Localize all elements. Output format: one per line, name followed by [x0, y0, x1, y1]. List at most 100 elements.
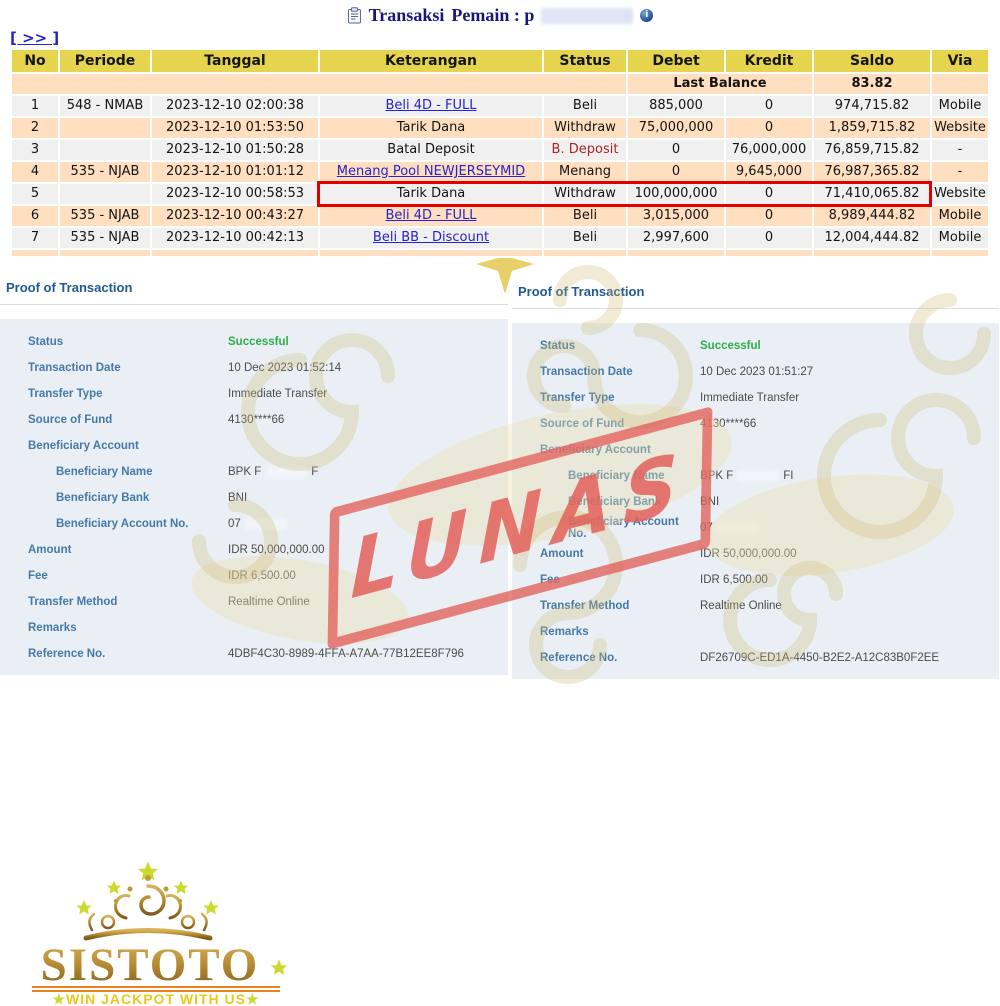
proof-details-box: Status Successful Transaction Date 10 Dec 2…	[0, 319, 508, 675]
cell-periode	[60, 118, 150, 138]
cell-tanggal: 2023-12-10 00:42:13	[152, 228, 318, 248]
proof-field-value: 10 Dec 2023 01:51:27	[700, 366, 814, 378]
table-footer-filler-row	[12, 250, 988, 256]
last-balance-row: Last Balance 83.82	[12, 74, 988, 94]
cell-kredit: 0	[726, 184, 812, 204]
proof-field: Reference No. DF26709C-ED1A-4450-B2E2-A12…	[512, 645, 999, 671]
proof-field: Fee IDR 6,500.00	[0, 563, 508, 589]
cell-no: 5	[12, 184, 58, 204]
cell-status: Menang	[544, 162, 626, 182]
cell-no: 2	[12, 118, 58, 138]
proof-field-value: DF26709C-ED1A-4450-B2E2-A12C83B0F2EE	[700, 652, 940, 664]
cell-tanggal: 2023-12-10 01:50:28	[152, 140, 318, 160]
cell-keterangan: Batal Deposit	[320, 140, 542, 160]
table-row: 5 2023-12-10 00:58:53 Tarik Dana Withdraw 10…	[12, 184, 988, 204]
filler-cell	[628, 250, 724, 256]
proof-field-label: Amount	[540, 548, 584, 560]
proof-title: Proof of Transaction	[6, 280, 133, 295]
proof-field: Amount IDR 50,000,000.00	[0, 537, 508, 563]
cell-kredit: 0	[726, 96, 812, 116]
cell-saldo: 12,004,444.82	[814, 228, 930, 248]
proof-field: Beneficiary Account	[0, 433, 508, 459]
proof-field-value: Realtime Online	[228, 596, 310, 608]
column-header: Debet	[628, 50, 724, 72]
proof-field: Remarks	[512, 619, 999, 645]
proof-field: Beneficiary Bank BNI	[512, 489, 999, 515]
proof-field: Fee IDR 6,500.00	[512, 567, 999, 593]
proof-field-label: Status	[28, 336, 64, 348]
proof-field-label: Amount	[28, 544, 72, 556]
proof-field: Status Successful	[0, 329, 508, 355]
keterangan-link[interactable]: Beli 4D - FULL	[385, 208, 477, 223]
cell-via: Mobile	[932, 96, 988, 116]
cell-status: Beli	[544, 206, 626, 226]
proof-field-value: BPK F FI	[700, 469, 794, 483]
cell-saldo: 76,859,715.82	[814, 140, 930, 160]
cell-keterangan: Beli 4D - FULL	[320, 96, 542, 116]
cell-saldo: 71,410,065.82	[814, 184, 930, 204]
info-icon[interactable]: i	[640, 9, 654, 22]
proof-field-label: Status	[540, 340, 576, 352]
proof-field-label: Transfer Type	[28, 388, 103, 400]
keterangan-link[interactable]: Beli BB - Discount	[372, 230, 490, 245]
redacted-player-name	[541, 7, 634, 24]
proof-field: Source of Fund 4130****66	[0, 407, 508, 433]
proof-field-label: Beneficiary Bank	[568, 496, 662, 508]
column-header: Status	[544, 50, 626, 72]
cell-no: 6	[12, 206, 58, 226]
cell-debet: 0	[628, 140, 724, 160]
proof-title: Proof of Transaction	[518, 284, 645, 299]
table-row: 3 2023-12-10 01:50:28 Batal Deposit B. Depo…	[12, 140, 988, 160]
cell-via: Website	[932, 184, 988, 204]
cell-tanggal: 2023-12-10 00:58:53	[152, 184, 318, 204]
cell-keterangan: Beli 4D - FULL	[320, 206, 542, 226]
redacted-text	[737, 469, 780, 482]
proof-field: Transfer Type Immediate Transfer	[0, 381, 508, 407]
cell-debet: 3,015,000	[628, 206, 724, 226]
proof-field: Amount IDR 50,000,000.00	[512, 541, 999, 567]
proof-field-label: Remarks	[540, 626, 589, 638]
cell-saldo: 1,859,715.82	[814, 118, 930, 138]
page-header: Transaksi Pemain : p i	[0, 5, 1000, 26]
table-row: 2 2023-12-10 01:53:50 Tarik Dana Withdraw 75…	[12, 118, 988, 138]
logo-brand-text: SISTOTO	[41, 939, 260, 991]
proof-field-label: Transfer Method	[28, 596, 118, 608]
proof-field-value: 07	[700, 521, 763, 534]
proof-field-value: IDR 6,500.00	[700, 574, 768, 586]
proof-field-value: Successful	[700, 340, 761, 352]
expand-nav-link[interactable]: [ >> ]	[10, 29, 60, 47]
cell-status: Withdraw	[544, 184, 626, 204]
proof-field-label: Reference No.	[540, 652, 618, 664]
proof-field-label: Transaction Date	[28, 362, 121, 374]
cell-no: 3	[12, 140, 58, 160]
cell-via: Mobile	[932, 206, 988, 226]
cell-debet: 2,997,600	[628, 228, 724, 248]
last-balance-value: 83.82	[814, 74, 930, 94]
cell-saldo: 76,987,365.82	[814, 162, 930, 182]
proof-field-label: Fee	[28, 570, 48, 582]
table-row: 6 535 - NJAB 2023-12-10 00:43:27 Beli 4D - …	[12, 206, 988, 226]
proof-panel: Proof of Transaction Status Successful Tran…	[512, 268, 999, 679]
proof-field: Reference No. 4DBF4C30-8989-4FFA-A7AA-77B…	[0, 641, 508, 667]
cell-no: 7	[12, 228, 58, 248]
table-row: 4 535 - NJAB 2023-12-10 01:01:12 Menang Poo…	[12, 162, 988, 182]
proof-field-label: Beneficiary Account	[540, 444, 651, 456]
cell-debet: 100,000,000	[628, 184, 724, 204]
cell-via: -	[932, 162, 988, 182]
proof-field-label: Source of Fund	[540, 418, 625, 430]
player-label: Pemain : p	[451, 5, 535, 25]
proof-field: Transfer Method Realtime Online	[512, 593, 999, 619]
keterangan-link[interactable]: Menang Pool NEWJERSEYMID	[336, 164, 526, 179]
keterangan-link[interactable]: Beli 4D - FULL	[385, 98, 477, 113]
proof-field: Transfer Type Immediate Transfer	[512, 385, 999, 411]
cell-status: Beli	[544, 96, 626, 116]
cell-kredit: 9,645,000	[726, 162, 812, 182]
proof-field-value: IDR 50,000,000.00	[700, 548, 797, 560]
filler-cell	[726, 250, 812, 256]
proof-field-label: Fee	[540, 574, 560, 586]
proof-field-value: 10 Dec 2023 01:52:14	[228, 362, 342, 374]
proof-field-label: Reference No.	[28, 648, 106, 660]
proof-field: Remarks	[0, 615, 508, 641]
cell-via: Mobile	[932, 228, 988, 248]
